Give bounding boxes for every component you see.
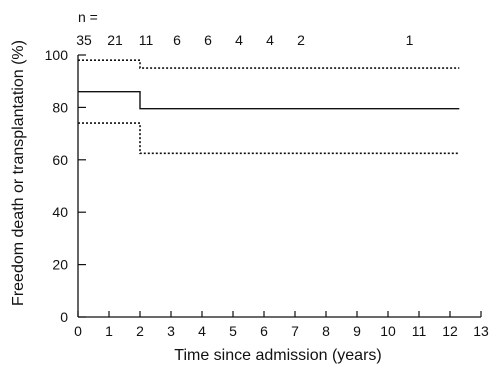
y-axis-label: Freedom death or transplantation (%)	[10, 40, 27, 306]
x-tick-label: 2	[136, 323, 144, 339]
x-tick-label: 1	[105, 323, 113, 339]
y-tick-label: 60	[52, 152, 68, 168]
y-tick-label: 80	[52, 99, 68, 115]
x-ticks: 0 1 2 3 4 5 6 7 8 9 10 11 12 13	[74, 311, 489, 339]
y-tick-label: 100	[45, 47, 69, 63]
ci-line-1	[78, 59, 460, 69]
x-tick-label: 7	[291, 323, 299, 339]
at-risk-count: 11	[139, 32, 154, 48]
axes	[77, 55, 481, 318]
y-tick-label: 20	[52, 257, 68, 273]
survival-line	[78, 90, 460, 110]
at-risk-count: 4	[266, 32, 274, 48]
x-tick-label: 4	[198, 323, 206, 339]
at-risk-count: 21	[107, 32, 123, 48]
at-risk-count: 1	[406, 32, 414, 48]
at-risk-count: 4	[235, 32, 243, 48]
x-tick-label: 12	[442, 323, 458, 339]
at-risk-count: 2	[297, 32, 305, 48]
x-axis-label: Time since admission (years)	[174, 347, 381, 364]
series-group	[78, 59, 460, 155]
x-tick-label: 5	[229, 323, 237, 339]
y-tick-label: 0	[60, 309, 68, 325]
x-tick-label: 10	[380, 323, 396, 339]
x-tick-label: 0	[74, 323, 82, 339]
x-tick-label: 6	[260, 323, 268, 339]
x-tick-label: 3	[167, 323, 175, 339]
at-risk-label: n =	[78, 9, 98, 25]
x-tick-label: 9	[353, 323, 361, 339]
x-tick-label: 13	[473, 323, 489, 339]
x-tick-label: 8	[322, 323, 330, 339]
at-risk-row: n = 35 21 11 6 6 4 4 2 1	[76, 9, 413, 48]
at-risk-count: 6	[173, 32, 181, 48]
at-risk-count: 6	[204, 32, 212, 48]
y-ticks: 0 20 40 60 80 100	[45, 47, 86, 325]
x-tick-label: 11	[412, 323, 427, 339]
at-risk-count: 35	[76, 32, 92, 48]
y-tick-label: 40	[52, 204, 68, 220]
ci-line-2	[78, 122, 460, 155]
